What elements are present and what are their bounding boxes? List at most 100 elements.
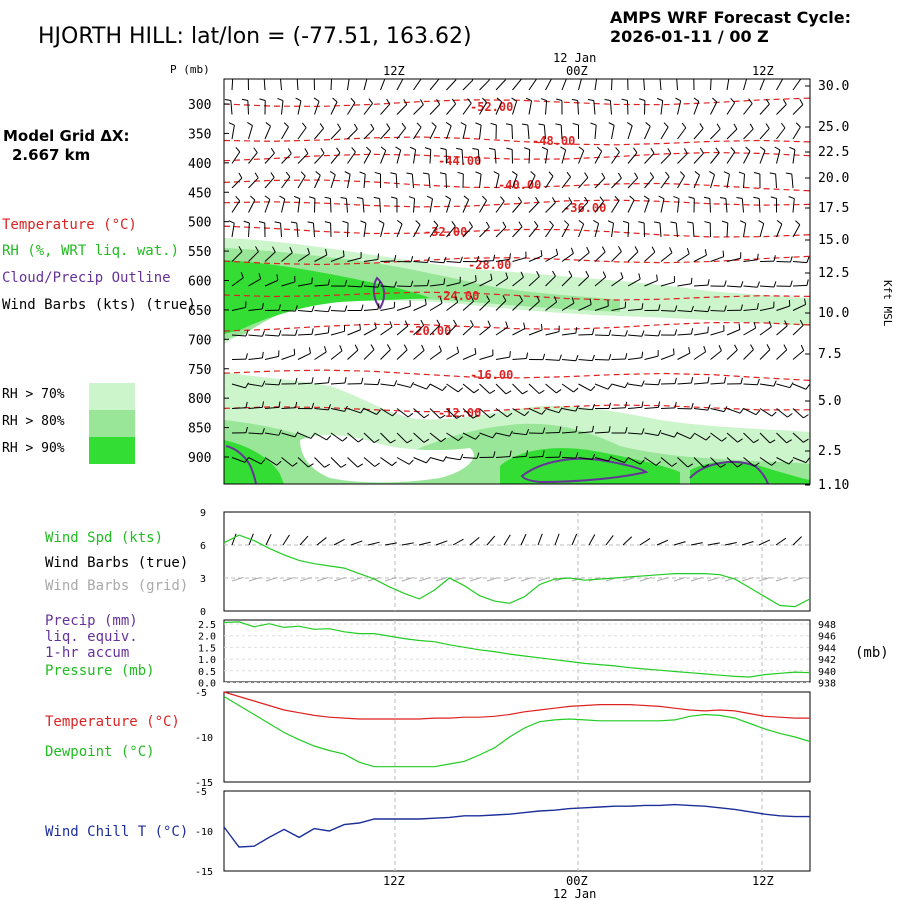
rh90-region (224, 260, 430, 334)
wind-barb (660, 329, 678, 336)
wind-barb (495, 79, 506, 91)
wind-barb (561, 197, 573, 213)
legend-cloud: Cloud/Precip Outline (2, 270, 171, 286)
wind-barb (281, 246, 293, 262)
wind-barb (710, 250, 725, 262)
wind-barb (413, 99, 424, 115)
legend-rh90-label: RH > 90% (2, 441, 65, 456)
wind-panel-y-ticks: 0 3 6 9 (200, 508, 206, 618)
wind-barb (396, 79, 404, 91)
wind-barb (330, 250, 345, 262)
wind-barb (264, 274, 279, 287)
wind-barb (314, 326, 330, 336)
wind-barb (590, 122, 597, 140)
wind-barb (594, 300, 609, 311)
wind-barb (776, 122, 786, 140)
wind-barb (446, 319, 457, 336)
wind-barb (792, 319, 804, 336)
pressure-tick-800: 800 (188, 392, 211, 407)
wind-barb (726, 323, 741, 336)
wind-barb (710, 123, 721, 140)
wind-barb (264, 304, 281, 311)
wind-barb (578, 220, 585, 238)
wind-barb (248, 273, 262, 287)
temperature-contour-label: -32.00 (424, 225, 467, 239)
wind-barb-true (673, 541, 686, 546)
wind-barb (413, 279, 430, 287)
wind-barb (693, 79, 695, 91)
wind-barb (594, 271, 607, 287)
height-tick-12.5: 12.5 (818, 266, 849, 281)
wind-barb (396, 457, 414, 465)
wind-barb (726, 304, 743, 311)
temperature-contour-label: -28.00 (468, 258, 511, 272)
wind-barb (380, 432, 396, 444)
wind-barb (693, 345, 707, 360)
wind-barb (660, 457, 677, 467)
wind-barb (446, 220, 456, 238)
wind-barb (710, 406, 728, 413)
wind-barb (545, 383, 562, 394)
wind-barb (462, 432, 480, 440)
wind-barb (693, 171, 701, 189)
wind-barb (512, 221, 523, 238)
wind-barb (528, 408, 546, 415)
wind-barb (462, 255, 480, 263)
wind-barb (472, 148, 480, 164)
temperature-panel-grid (394, 692, 763, 782)
wind-barb (330, 280, 348, 287)
wind-barb (726, 377, 743, 385)
wind-barb (380, 344, 391, 360)
wind-barb (528, 324, 543, 336)
wind-chill-panel-frame (223, 790, 811, 872)
wind-barb (413, 298, 427, 311)
wind-panel-frame (223, 511, 811, 612)
wind-barb (479, 273, 493, 287)
wind-barb (506, 147, 513, 164)
wind-barb (281, 457, 298, 467)
wind-barb (330, 432, 348, 442)
temperature-contours (224, 97, 810, 413)
wind-barb (264, 350, 280, 360)
wind-barb (627, 351, 644, 360)
wind-barb (578, 246, 590, 262)
wind-barb (495, 295, 507, 311)
wind-barb (277, 97, 284, 115)
wind-barb (709, 171, 715, 189)
wind-barb (627, 380, 645, 387)
wind-barb (347, 323, 361, 336)
wind-barb-true (282, 534, 290, 546)
wind-barb (224, 98, 233, 115)
wind-barb (792, 122, 801, 140)
wind-barb (495, 430, 513, 437)
legend-rh80-swatch (89, 410, 135, 437)
wind-chill-y-ticks: -5 -10 -15 (195, 787, 213, 878)
pressure-tick-650: 650 (188, 304, 211, 319)
wind-barb (330, 123, 342, 140)
wind-barb (693, 432, 711, 441)
wind-barb (776, 457, 794, 465)
wind-barb (446, 256, 463, 263)
wind-barb (704, 221, 711, 238)
wind-barb (660, 377, 677, 385)
label-temperature: Temperature (°C) (45, 714, 180, 730)
wind-barb (792, 279, 809, 287)
wind-barb (248, 302, 264, 311)
wind-barb (512, 408, 530, 417)
wind-barb (769, 172, 777, 189)
wind-barb (380, 301, 396, 311)
wind-barb-true (792, 536, 802, 546)
wind-barb-grid (758, 576, 771, 582)
wind-barb (248, 457, 266, 465)
wind-barb (330, 325, 346, 336)
wind-barb (710, 97, 718, 115)
wind-barb (639, 98, 646, 115)
wind-barb (561, 220, 570, 238)
wind-barb (776, 382, 794, 389)
wind-barb (743, 123, 754, 140)
cloud-outline-left (225, 445, 257, 484)
wind-barb (521, 123, 530, 140)
wind-barb-grid (741, 576, 754, 582)
wind-barb (561, 452, 579, 459)
wind-barb (644, 246, 656, 262)
